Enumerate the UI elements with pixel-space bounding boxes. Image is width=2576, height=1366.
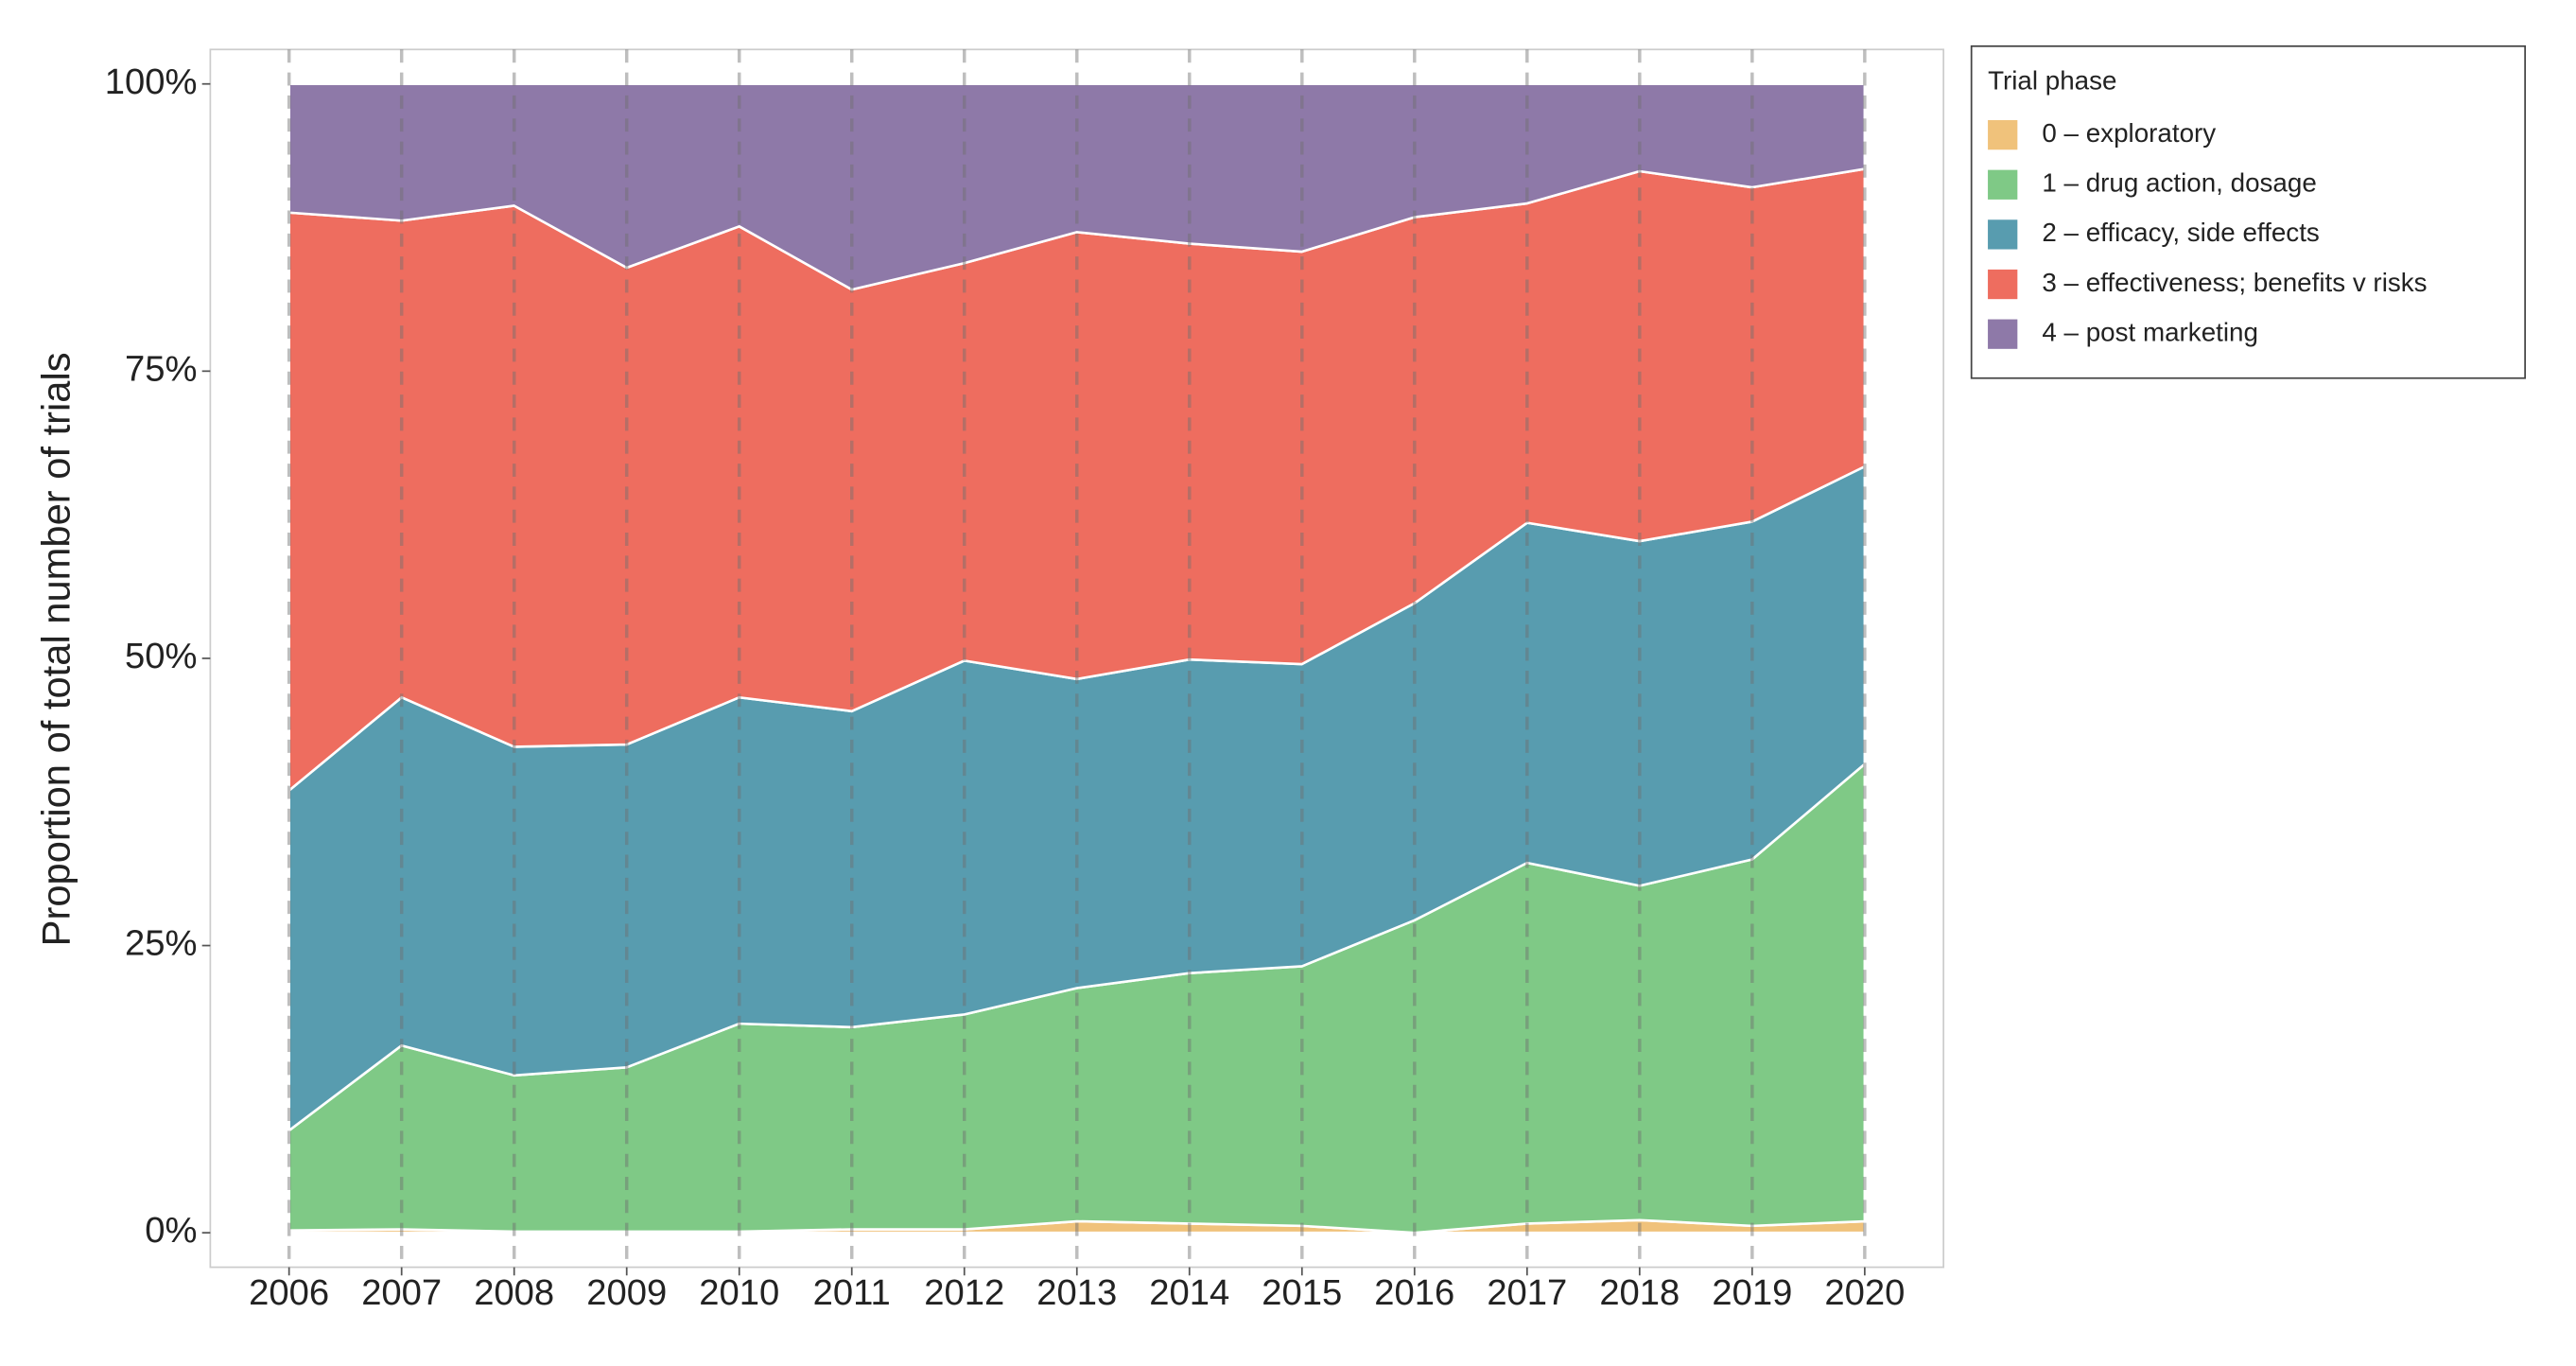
x-tick-label: 2010 <box>699 1272 779 1313</box>
x-tick-label: 2011 <box>813 1272 891 1313</box>
legend-label: 2 – efficacy, side effects <box>2042 218 2319 247</box>
x-tick-label: 2006 <box>249 1272 329 1313</box>
x-tick-label: 2008 <box>474 1272 554 1313</box>
y-tick-label: 0% <box>145 1210 197 1251</box>
x-tick-label: 2016 <box>1374 1272 1454 1313</box>
legend-swatch <box>1988 119 2018 150</box>
y-tick-label: 75% <box>125 348 197 389</box>
x-tick-label: 2009 <box>586 1272 667 1313</box>
legend-swatch <box>1988 319 2018 349</box>
x-tick-label: 2019 <box>1712 1272 1792 1313</box>
x-tick-label: 2014 <box>1149 1272 1229 1313</box>
legend-label: 0 – exploratory <box>2042 118 2216 148</box>
legend-swatch <box>1988 269 2018 300</box>
x-tick-label: 2015 <box>1262 1272 1342 1313</box>
x-tick-label: 2012 <box>924 1272 1004 1313</box>
legend-label: 1 – drug action, dosage <box>2042 168 2316 198</box>
x-tick-label: 2020 <box>1824 1272 1905 1313</box>
x-tick-label: 2018 <box>1599 1272 1680 1313</box>
y-tick-label: 50% <box>125 636 197 676</box>
x-tick-label: 2013 <box>1036 1272 1117 1313</box>
legend-title: Trial phase <box>1988 65 2116 95</box>
x-tick-label: 2017 <box>1487 1272 1567 1313</box>
y-tick-label: 25% <box>125 923 197 964</box>
legend-label: 4 – post marketing <box>2042 318 2258 347</box>
y-axis-label: Proportion of total number of trials <box>34 352 78 946</box>
x-tick-label: 2007 <box>361 1272 442 1313</box>
legend-swatch <box>1988 169 2018 200</box>
legend-box <box>1970 44 2527 379</box>
y-tick-label: 100% <box>105 61 198 102</box>
area <box>287 82 1867 291</box>
legend-swatch <box>1988 219 2018 250</box>
legend-label: 3 – effectiveness; benefits v risks <box>2042 268 2427 297</box>
